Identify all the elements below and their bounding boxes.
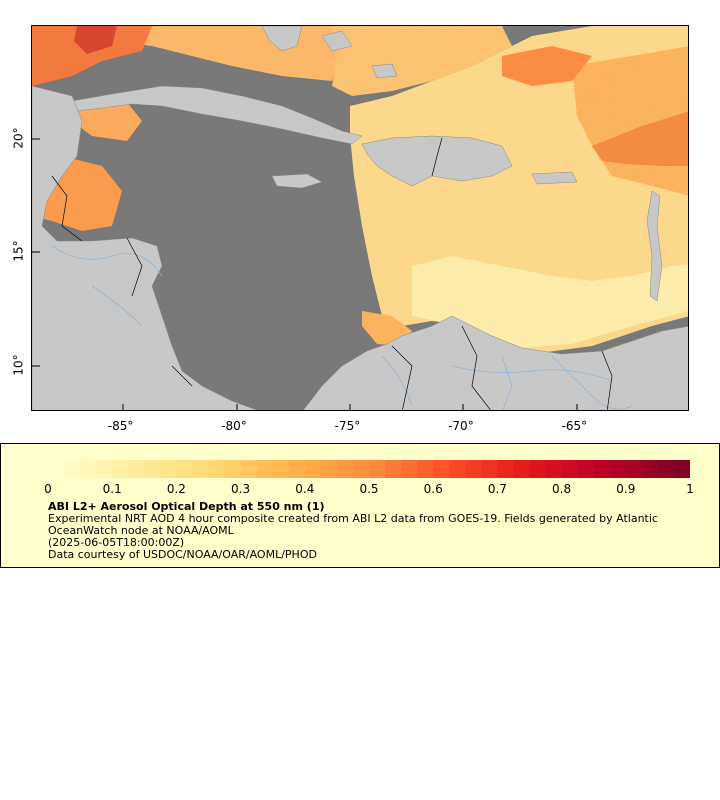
colorbar-segment: [336, 460, 354, 478]
colorbar-segment: [497, 460, 514, 478]
legend-date: (2025-06-05T18:00:00Z): [48, 536, 185, 549]
colorbar: [48, 460, 690, 478]
colorbar-tick-label: 0.7: [487, 482, 507, 496]
legend-panel: 0 0.1 0.2 0.3 0.4 0.5 0.6 0.7 0.8 0.9 1 ABI L2+ Ae…: [0, 443, 720, 568]
colorbar-segment: [288, 460, 306, 478]
colorbar-segment: [625, 460, 643, 478]
colorbar-segment: [304, 460, 322, 478]
colorbar-segment: [529, 460, 547, 478]
legend-title: ABI L2+ Aerosol Optical Depth at 550 nm …: [48, 500, 325, 513]
longitude-label: -85°: [107, 419, 134, 433]
colorbar-segment: [641, 460, 659, 478]
colorbar-segment: [673, 460, 690, 478]
colorbar-segment: [224, 460, 242, 478]
colorbar-segment: [112, 460, 129, 478]
texture-overlay: [32, 26, 688, 410]
colorbar-segment: [401, 460, 418, 478]
colorbar-segment: [128, 460, 145, 478]
colorbar-segment: [240, 460, 258, 478]
longitude-label: -70°: [448, 419, 474, 433]
colorbar-segment: [96, 460, 113, 478]
colorbar-segment: [481, 460, 498, 478]
colorbar-segment: [465, 460, 482, 478]
latitude-label: 10°: [11, 353, 26, 376]
colorbar-tick-label: 0.1: [102, 482, 122, 496]
colorbar-segment: [48, 460, 65, 478]
colorbar-tick-label: 0.2: [166, 482, 186, 496]
colorbar-segment: [369, 460, 386, 478]
legend-description: Experimental NRT AOD 4 hour composite cr…: [48, 512, 658, 537]
colorbar-segment: [609, 460, 627, 478]
longitude-label: -65°: [561, 419, 588, 433]
colorbar-segment: [208, 460, 226, 478]
colorbar-tick-label: 0.3: [231, 482, 251, 496]
colorbar-segment: [192, 460, 209, 478]
colorbar-segment: [256, 460, 274, 478]
latitude-label: 20°: [11, 126, 26, 149]
longitude-label: -75°: [334, 419, 361, 433]
colorbar-segment: [385, 460, 402, 478]
colorbar-segment: [352, 460, 370, 478]
colorbar-segment: [417, 460, 434, 478]
colorbar-tick-label: 0.5: [359, 482, 379, 496]
map-canvas: [32, 26, 688, 410]
colorbar-segment: [176, 460, 193, 478]
colorbar-segment: [449, 460, 466, 478]
legend-credit: Data courtesy of USDOC/NOAA/OAR/AOML/PHO…: [48, 548, 317, 561]
colorbar-segment: [513, 460, 530, 478]
colorbar-segment: [64, 460, 81, 478]
colorbar-segment: [545, 460, 563, 478]
colorbar-tick-label: 1: [686, 482, 694, 496]
aod-map[interactable]: [31, 25, 689, 411]
longitude-label: -80°: [221, 419, 247, 433]
colorbar-tick-label: 0.6: [423, 482, 443, 496]
colorbar-segment: [433, 460, 450, 478]
axis-ticks: [32, 138, 578, 410]
colorbar-segment: [593, 460, 611, 478]
colorbar-segment: [577, 460, 595, 478]
colorbar-segment: [320, 460, 338, 478]
colorbar-segment: [160, 460, 177, 478]
colorbar-tick-label: 0.4: [295, 482, 315, 496]
colorbar-tick-label: 0: [44, 482, 52, 496]
colorbar-segment: [657, 460, 675, 478]
colorbar-segment: [80, 460, 97, 478]
colorbar-tick-label: 0.9: [616, 482, 636, 496]
colorbar-segment: [561, 460, 579, 478]
latitude-label: 15°: [11, 240, 26, 262]
colorbar-segment: [272, 460, 290, 478]
colorbar-segment: [144, 460, 161, 478]
colorbar-tick-label: 0.8: [552, 482, 572, 496]
